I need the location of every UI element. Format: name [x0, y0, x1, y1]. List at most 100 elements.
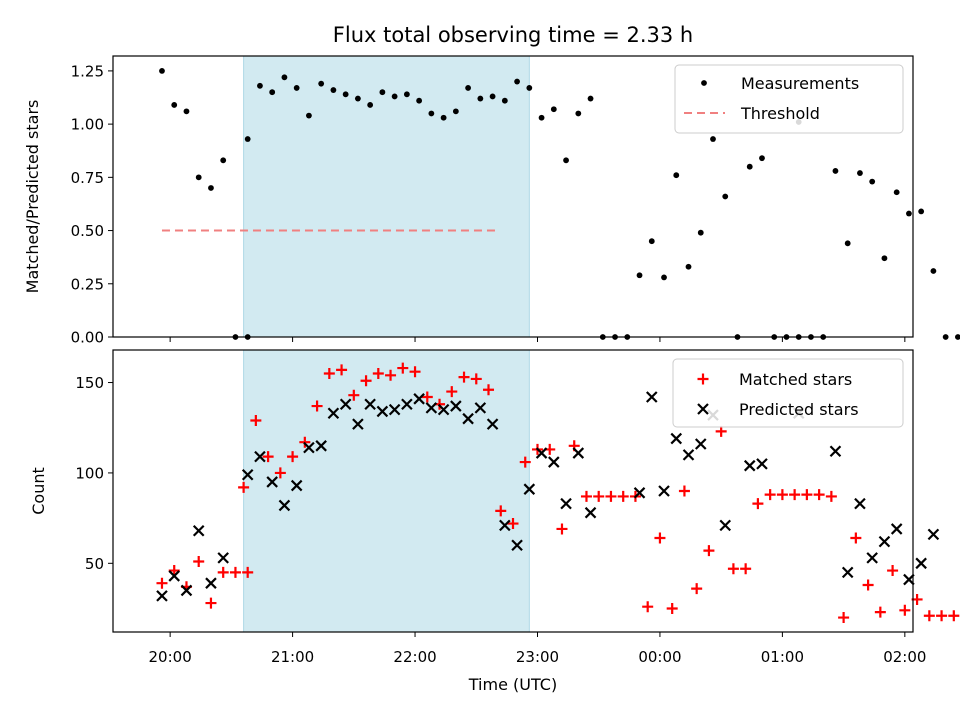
- legend-box: [672, 358, 904, 428]
- predicted-star-point: [560, 497, 572, 510]
- predicted-star-point: [266, 476, 278, 488]
- axes-frame: [112, 349, 914, 633]
- matched-star-point: [360, 375, 372, 387]
- measurement-point: [342, 91, 349, 98]
- matched-star-point: [311, 400, 323, 412]
- matched-star-point: [789, 489, 801, 501]
- matched-star-point: [691, 583, 703, 595]
- measurement-point: [293, 85, 300, 91]
- legend-label-measurements: Measurements: [741, 74, 859, 93]
- measurement-point: [489, 93, 496, 100]
- matched-star-point: [372, 368, 384, 379]
- measurement-point: [440, 114, 447, 121]
- measurement-point: [306, 112, 312, 119]
- predicted-star-point: [290, 479, 303, 492]
- predicted-star-point: [915, 557, 927, 570]
- predicted-star-point: [450, 400, 462, 412]
- measurement-point: [722, 193, 729, 200]
- matched-star-point: [715, 425, 727, 437]
- matched-star-point: [764, 489, 776, 501]
- matched-star-point: [262, 451, 274, 463]
- matched-star-point: [168, 565, 180, 577]
- predicted-star-point: [278, 499, 291, 512]
- matched-star-point: [446, 386, 458, 398]
- measurement-point: [477, 95, 484, 102]
- measurement-point: [367, 102, 374, 108]
- predicted-star-point: [315, 440, 327, 452]
- measurement-point: [710, 136, 716, 142]
- matched-star-point: [507, 518, 519, 530]
- matched-star-point: [458, 371, 470, 383]
- predicted-star-point: [376, 405, 389, 418]
- measurement-point: [954, 334, 960, 340]
- matched-star-point: [250, 415, 262, 426]
- predicted-star-point: [890, 523, 903, 535]
- predicted-star-point: [670, 432, 683, 445]
- matched-star-point: [274, 467, 286, 479]
- matched-star-point: [850, 532, 862, 544]
- measurement-point: [759, 155, 765, 162]
- matched-star-point: [936, 610, 948, 622]
- legend-marker-predicted: [697, 403, 709, 415]
- measurement-point: [183, 108, 190, 115]
- matched-star-point: [409, 366, 421, 378]
- matched-star-point: [238, 481, 250, 493]
- matched-star-point: [205, 597, 217, 609]
- measurement-point: [869, 178, 876, 185]
- y-tick-label: 50: [85, 555, 104, 573]
- predicted-star-point: [756, 458, 768, 470]
- measurement-point: [661, 274, 667, 281]
- measurement-point: [636, 272, 643, 279]
- measurement-point: [685, 263, 692, 270]
- predicted-star-point: [156, 590, 168, 602]
- measurement-point: [832, 168, 839, 174]
- predicted-star-point: [205, 577, 217, 589]
- matched-star-point: [593, 490, 605, 502]
- matched-star-point: [862, 579, 874, 591]
- y-tick-label: 1.00: [71, 116, 104, 134]
- axes-frame: [112, 55, 914, 338]
- y-tick-label: 100: [75, 464, 104, 482]
- measurement-point: [587, 95, 594, 102]
- matched-star-point: [156, 577, 168, 589]
- x-tick-label: 21:00: [271, 648, 314, 666]
- top-panel-ratio: 0.00 0.25 0.50 0.75 1.00 1.25 Measurements Thre…: [23, 23, 960, 347]
- matched-star-point: [838, 612, 850, 624]
- matched-star-point: [605, 490, 617, 502]
- predicted-star-point: [694, 438, 707, 450]
- matched-star-point: [727, 563, 739, 575]
- bottom-panel-counts: 50 100 150 20:00 21:00 22:00 23:00 00:00 01:00 02…: [29, 349, 960, 694]
- measurement-point: [550, 106, 557, 113]
- predicted-star-point: [352, 418, 364, 430]
- observing-interval-shade: [243, 349, 530, 633]
- measurement-point: [930, 268, 937, 274]
- measurement-point: [354, 95, 361, 102]
- matched-star-point: [801, 489, 813, 501]
- y-tick-label: 1.25: [71, 62, 104, 80]
- matched-star-point: [397, 362, 409, 374]
- matched-star-point: [825, 490, 837, 502]
- legend-box: [674, 64, 904, 134]
- predicted-star-point: [584, 506, 597, 519]
- predicted-star-point: [535, 447, 548, 459]
- measurement-point: [526, 85, 533, 91]
- matched-star-point: [348, 389, 360, 401]
- matched-star-point: [666, 603, 678, 614]
- chart-title: Flux total observing time = 2.33 h: [333, 23, 693, 47]
- x-tick-label: 01:00: [761, 648, 804, 666]
- measurement-point: [918, 208, 925, 215]
- measurement-point: [893, 189, 900, 196]
- matched-star-point: [654, 532, 666, 544]
- predicted-star-point: [743, 459, 756, 472]
- measurement-point: [697, 229, 704, 236]
- matched-star-point: [287, 451, 299, 463]
- predicted-star-point: [168, 570, 181, 582]
- matched-star-point: [703, 545, 715, 557]
- matched-star-point: [421, 391, 433, 403]
- y-tick-label: 0.25: [71, 275, 104, 293]
- x-axis-label: Time (UTC): [468, 675, 557, 694]
- predicted-star-point: [866, 552, 878, 564]
- matched-star-point: [617, 490, 629, 502]
- predicted-star-point: [633, 487, 646, 499]
